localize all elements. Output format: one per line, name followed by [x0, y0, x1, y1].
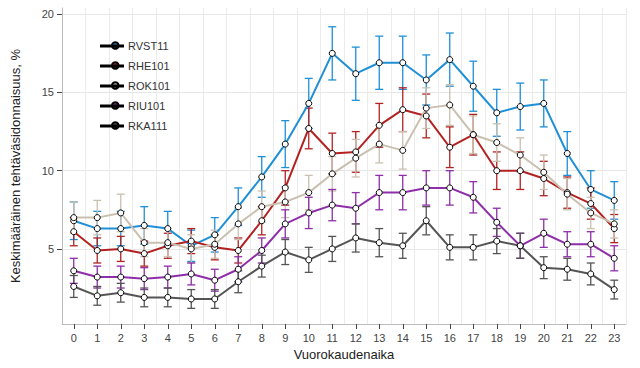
svg-text:11: 11 [327, 332, 338, 344]
svg-text:9: 9 [282, 332, 288, 344]
svg-text:20: 20 [538, 332, 550, 344]
svg-text:10: 10 [42, 165, 54, 177]
svg-text:3: 3 [141, 332, 147, 344]
svg-text:Keskimääräinen tehtäväsidonnai: Keskimääräinen tehtäväsidonnaisuus, % [8, 48, 23, 283]
svg-text:4: 4 [165, 332, 171, 344]
svg-text:20: 20 [42, 8, 54, 20]
svg-text:14: 14 [397, 332, 409, 344]
svg-text:15: 15 [42, 86, 54, 98]
svg-text:ROK101: ROK101 [128, 80, 170, 92]
svg-text:8: 8 [259, 332, 265, 344]
svg-text:22: 22 [585, 332, 597, 344]
svg-text:5: 5 [188, 332, 194, 344]
svg-text:RIU101: RIU101 [128, 100, 165, 112]
svg-text:5: 5 [48, 243, 54, 255]
svg-text:15: 15 [420, 332, 432, 344]
svg-text:RVST11: RVST11 [128, 40, 169, 52]
svg-text:RHE101: RHE101 [128, 60, 170, 72]
svg-text:7: 7 [235, 332, 241, 344]
svg-text:12: 12 [350, 332, 362, 344]
svg-text:10: 10 [303, 332, 315, 344]
svg-text:RKA111: RKA111 [128, 120, 167, 132]
svg-text:13: 13 [373, 332, 385, 344]
svg-text:17: 17 [467, 332, 479, 344]
svg-text:0: 0 [71, 332, 77, 344]
svg-text:18: 18 [491, 332, 503, 344]
svg-text:1: 1 [94, 332, 100, 344]
svg-text:19: 19 [514, 332, 526, 344]
svg-text:Vuorokaudenaika: Vuorokaudenaika [294, 347, 395, 362]
svg-text:23: 23 [608, 332, 620, 344]
svg-text:21: 21 [561, 332, 573, 344]
svg-text:6: 6 [212, 332, 218, 344]
svg-text:16: 16 [444, 332, 456, 344]
svg-text:2: 2 [118, 332, 124, 344]
